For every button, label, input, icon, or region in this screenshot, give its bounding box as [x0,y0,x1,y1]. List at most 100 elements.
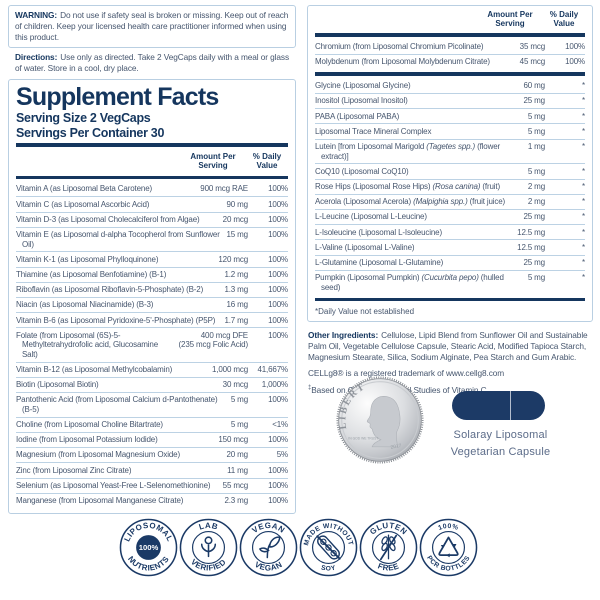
lab-verified-badge: LAB VERIFIED [179,518,238,577]
nutrient-name: Acerola (Liposomal Acerola) (Malpighia s… [315,197,506,207]
minerals-table: Chromium (from Liposomal Chromium Picoli… [315,40,585,69]
table-row: L-Isoleucine (Liposomal L-Isoleucine) 12.… [315,224,585,239]
nutrient-name: Niacin (as Liposomal Niacinamide) (B-3) [16,300,154,310]
amount-value: 900 mcg RAE [200,184,248,194]
table-row: Manganese (from Liposomal Manganese Citr… [16,492,288,508]
daily-value: 100% [268,496,288,506]
table-row: Biotin (Liposomal Biotin) 30 mcg 1,000% [16,376,288,392]
nutrient-name: L-Valine (Liposomal L-Valine) [315,242,415,252]
svg-text:100%: 100% [437,523,459,532]
daily-value: 100% [268,199,288,209]
percent-filled: 100% [136,535,161,560]
svg-text:100%: 100% [139,543,159,552]
nutrient-name: PABA (Liposomal PABA) [315,111,400,121]
svg-text:LAB: LAB [198,521,219,532]
amount-value: 90 mg [226,199,249,209]
amount-value: 20 mcg [222,214,248,224]
supplement-facts-panel-continued: Amount Per Serving % Daily Value Chromium … [307,5,593,323]
directions-box: Directions: Use only as directed. Take 2 … [8,48,296,74]
warning-label: WARNING: [15,10,58,20]
nutrient-name: Vitamin A (as Liposomal Beta Carotene) [16,184,153,194]
amount-value: 1 mg [527,142,545,152]
amount-value: 2 mg [527,181,545,191]
amount-value: 1,000 mcg [211,364,248,374]
table-row: Rose Hips (Liposomal Rose Hips) (Rosa ca… [315,178,585,194]
servings-per-container: Servings Per Container 30 [16,125,165,140]
badge-bottom-text: VERIFIED [189,557,227,572]
daily-value: * [582,242,585,252]
table-row: Choline (from Liposomal Choline Bitartra… [16,416,288,432]
daily-value: * [582,212,585,222]
directions-label: Directions: [15,51,58,62]
amount-value: 120 mcg [218,254,248,264]
amount-value: 12.5 mg [517,242,545,252]
amount-value: 5 mg [230,395,248,405]
table-row: L-Glutamine (Liposomal L-Glutamine) 25 mg… [315,254,585,270]
svg-text:VEGAN: VEGAN [250,521,286,535]
svg-text:VERIFIED: VERIFIED [189,557,228,572]
nutrient-name: L-Glutamine (Liposomal L-Glutamine) [315,258,444,268]
table-row: Glycine (Liposomal Glycine) 60 mg * [315,79,585,93]
vegan-badge: VEGAN VEGAN [239,518,298,577]
amount-value: 20 mg [226,450,249,460]
table-row: L-Valine (Liposomal L-Valine) 12.5 mg * [315,239,585,254]
amount-value: 16 mg [226,300,249,310]
nutrient-name: Pantothenic Acid (from Liposomal Calcium… [16,395,218,414]
svg-text:SOY: SOY [320,564,336,572]
daily-value: 100% [268,435,288,445]
table-row: Molybdenum (from Liposomal Molybdenum Ci… [315,54,585,69]
nutrient-name: CoQ10 (Liposomal CoQ10) [315,166,409,176]
amount-value: 1.2 mg [224,269,248,279]
column-headers: Amount Per Serving % Daily Value [16,150,288,172]
daily-value: * [582,273,585,283]
daily-value: 100% [565,57,585,67]
daily-value: 100% [268,269,288,279]
table-row: Thiamine (as Liposomal Benfotiamine) (B-… [16,266,288,282]
table-row: Riboflavin (as Liposomal Riboflavin-5-Ph… [16,281,288,297]
table-row: Vitamin C (as Liposomal Ascorbic Acid) 90… [16,196,288,211]
badge-bottom-text: FREE [377,561,400,572]
capsule-caption: Solaray Liposomal Vegetarian Capsule [450,429,551,458]
table-row: Pumpkin (Liposomal Pumpkin) (Cucurbita p… [315,269,585,295]
nutrient-name: Magnesium (from Liposomal Magnesium Oxid… [16,450,180,460]
amount-value: 45 mcg [519,57,545,67]
table-row: Niacin (as Liposomal Niacinamide) (B-3) 1… [16,297,288,312]
column-headers: Amount Per Serving % Daily Value [315,8,585,30]
daily-value: * [582,166,585,176]
table-row: CoQ10 (Liposomal CoQ10) 5 mg * [315,163,585,178]
table-row: Magnesium (from Liposomal Magnesium Oxid… [16,447,288,462]
nutrient-name: Chromium (from Liposomal Chromium Picoli… [315,42,484,52]
amount-value: 35 mcg [519,42,545,52]
daily-value: * [582,227,585,237]
amount-value: 1.3 mg [224,285,248,295]
table-row: Lutein [from Liposomal Marigold (Tagetes… [315,138,585,164]
vitamins-table: Vitamin A (as Liposomal Beta Carotene) 90… [16,182,288,508]
table-row: Iodine (from Liposomal Potassium Iodide)… [16,431,288,447]
nutrient-name: Zinc (from Liposomal Zinc Citrate) [16,465,132,475]
table-row: Selenium (as Liposomal Yeast-Free L-Sele… [16,477,288,493]
svg-text:VEGAN: VEGAN [253,560,284,573]
divider-bar [16,175,288,180]
badge-top-text: 100% [437,523,459,532]
daily-value: 100% [268,214,288,224]
liposomal-nutrients-badge: LIPOSOMAL NUTRIENTS 100% [119,518,178,577]
table-row: L-Leucine (Liposomal L-Leucine) 25 mg * [315,209,585,224]
nutrient-name: Rose Hips (Liposomal Rose Hips) (Rosa ca… [315,181,501,191]
coin-year-text: 2017 [390,443,402,451]
capsule-seam [509,391,512,420]
amount-value: 5 mg [230,420,248,430]
nutrient-name: Vitamin B-12 (as Liposomal Methylcobalam… [16,364,173,374]
table-row: Zinc (from Liposomal Zinc Citrate) 11 mg 1… [16,462,288,477]
made-without-soy-badge: MADE WITHOUT SOY [299,518,358,577]
warning-text: WARNING: Do not use if safety seal is bro… [15,10,289,42]
trademark-note: CELLg8® is a registered trademark of www… [308,368,505,379]
amount-value: 150 mcg [218,435,248,445]
nutrient-name: Vitamin C (as Liposomal Ascorbic Acid) [16,199,150,209]
pcr-bottles-badge: 100% PCR BOTTLES [419,518,478,577]
nutrient-name: Lutein [from Liposomal Marigold (Tagetes… [315,142,501,161]
nutrient-name: Molybdenum (from Liposomal Molybdenum Ci… [315,57,490,67]
nutrient-name: Biotin (Liposomal Biotin) [16,380,99,390]
amount-value: 5 mg [527,111,545,121]
nutrient-name: Vitamin K-1 (as Liposomal Phylloquinone) [16,254,159,264]
nutrient-name: Selenium (as Liposomal Yeast-Free L-Sele… [16,480,211,490]
